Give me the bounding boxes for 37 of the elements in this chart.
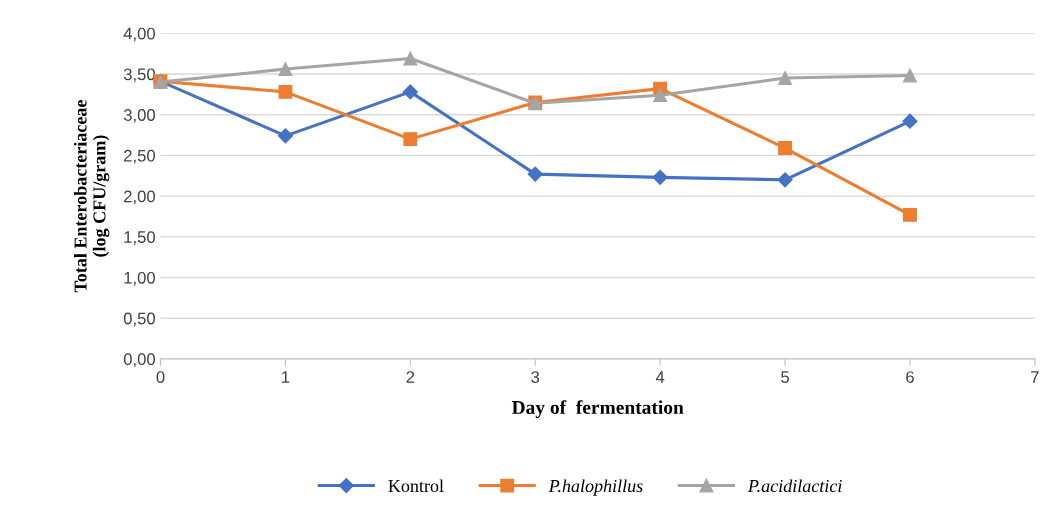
y-tick-label: 4,00 xyxy=(123,27,155,42)
legend-label: P.halophillus xyxy=(548,479,643,496)
y-axis-title: Total Enterobacteriaceae (log CFU/gram) xyxy=(73,100,110,293)
x-tick-label: 2 xyxy=(406,371,415,383)
point xyxy=(778,141,793,156)
legend-label: P.acidilactici xyxy=(747,479,842,493)
point xyxy=(403,132,418,147)
point xyxy=(777,172,793,188)
y-tick-label: 0,00 xyxy=(123,353,155,368)
x-tick-label: 3 xyxy=(531,371,540,383)
point xyxy=(653,88,668,103)
y-tick-label: 2,00 xyxy=(124,190,155,205)
y-tick-label: 2,50 xyxy=(124,149,155,164)
x-tick-label: 7 xyxy=(1031,371,1039,383)
point xyxy=(278,84,293,99)
point xyxy=(277,128,293,144)
point xyxy=(778,71,793,85)
x-tick-label: 0 xyxy=(156,371,165,383)
y-tick-label: 0,50 xyxy=(123,312,155,327)
point xyxy=(903,68,917,83)
point xyxy=(527,166,543,182)
y-tick-label: 3,50 xyxy=(123,68,155,83)
x-axis-title: Day of fermentation xyxy=(511,400,684,419)
point xyxy=(902,113,918,129)
point xyxy=(903,207,917,222)
legend-label: Kontrol xyxy=(388,479,444,493)
x-tick-label: 5 xyxy=(781,371,789,383)
point xyxy=(652,169,668,185)
x-tick-label: 4 xyxy=(655,371,665,383)
x-tick-label: 1 xyxy=(282,371,290,383)
y-tick-label: 1,50 xyxy=(124,231,155,245)
x-tick-label: 6 xyxy=(906,371,914,383)
y-tick-label: 1,00 xyxy=(124,271,155,286)
point xyxy=(402,84,418,100)
y-tick-label: 3,00 xyxy=(123,109,155,123)
point xyxy=(403,51,418,66)
point xyxy=(278,62,293,77)
